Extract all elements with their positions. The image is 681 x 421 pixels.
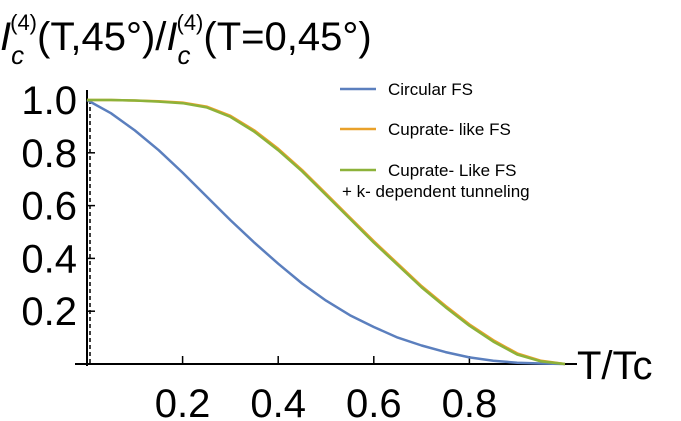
- legend-item-circular: Circular FS: [340, 80, 473, 99]
- plot-area: 0.2 0.4 0.6 0.8 1.0 0.8 0.6 0.4 0.2 T/Tc: [21, 79, 652, 421]
- series-line-0: [86, 98, 566, 366]
- series-line-1: [87, 98, 566, 366]
- x-tick-label: 0.6: [346, 382, 402, 421]
- ylabel-args1: (T,45°)/: [37, 15, 167, 59]
- y-tick-label: 1.0: [21, 79, 77, 123]
- legend-item-cuprate: Cuprate- like FS: [340, 120, 511, 139]
- y-tick-label: 0.4: [21, 237, 77, 281]
- x-tick-label: 0.8: [442, 382, 498, 421]
- svg-text:Ic(4)(T,45°)/Ic(4)(T=0,45°): Ic(4)(T,45°)/Ic(4)(T=0,45°): [0, 10, 372, 70]
- y-tick-label: 0.8: [21, 132, 77, 176]
- y-tick-label: 0.2: [21, 290, 77, 334]
- legend-label-circular: Circular FS: [388, 80, 473, 99]
- ylabel-args2: (T=0,45°): [203, 15, 371, 59]
- y-tick-label: 0.6: [21, 185, 77, 229]
- x-axis-title: T/Tc: [577, 344, 653, 388]
- legend-label-cuprate: Cuprate- like FS: [388, 120, 511, 139]
- legend-label-cuprate-k: Cuprate- Like FS: [388, 161, 517, 180]
- legend: Circular FS Cuprate- like FS Cuprate- Li…: [340, 80, 530, 201]
- ylabel-sub2: c: [178, 40, 191, 70]
- x-tick-label: 0.2: [155, 382, 211, 421]
- ylabel-sup2: (4): [177, 10, 204, 35]
- y-axis-label: Ic(4)(T,45°)/Ic(4)(T=0,45°): [0, 10, 372, 70]
- series-line-2: [87, 98, 566, 366]
- ylabel-base1: I: [0, 15, 11, 59]
- ylabel-sup1: (4): [10, 10, 37, 35]
- ylabel-base2: I: [166, 15, 177, 59]
- ylabel-sub1: c: [11, 40, 24, 70]
- legend-item-cuprate-k: Cuprate- Like FS + k- dependent tunnelin…: [340, 161, 530, 201]
- legend-label-cuprate-k-line2: + k- dependent tunneling: [342, 182, 530, 201]
- x-tick-label: 0.4: [250, 382, 306, 421]
